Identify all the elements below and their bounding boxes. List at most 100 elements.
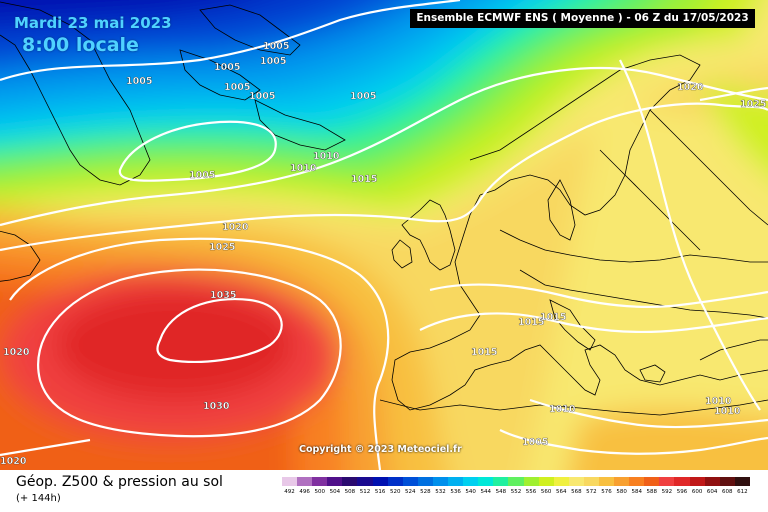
scale-tick-label: 532 [435, 489, 446, 495]
scale-tick-label: 604 [706, 489, 718, 495]
scale-tick-label: 536 [450, 489, 461, 495]
footer: Géop. Z500 & pression au sol (+ 144h) 49… [0, 470, 768, 512]
isobar-label: 1005 [350, 91, 376, 102]
isobar-label: 1025 [740, 99, 766, 110]
isobar-label: 1015 [518, 317, 544, 328]
scale-tick-label: 516 [374, 489, 386, 495]
scale-swatch [417, 477, 433, 486]
scale-tick-label: 612 [737, 489, 748, 495]
scale-swatch [372, 477, 388, 486]
color-scale-bar [282, 477, 750, 486]
scale-tick-label: 520 [389, 489, 401, 495]
scale-swatch [297, 477, 313, 486]
isobar-label: 1020 [3, 347, 30, 358]
scale-tick-label: 500 [314, 489, 325, 495]
scale-swatch [357, 477, 373, 486]
scale-tick-label: 588 [646, 489, 658, 495]
isobar-label: 1030 [203, 401, 230, 412]
scale-tick-label: 504 [329, 489, 341, 495]
scale-swatch [583, 477, 599, 486]
isobar-label: 1015 [351, 174, 377, 185]
scale-swatch [327, 477, 343, 486]
scale-swatch [312, 477, 328, 486]
scale-tick-label: 556 [525, 489, 537, 495]
scale-tick-label: 608 [722, 489, 733, 495]
isobar-labels: 1005 1005 1005 1005 1005 1005 1005 1005 … [0, 41, 767, 467]
isobar-label: 1005 [224, 82, 250, 93]
scale-swatch [342, 477, 358, 486]
scale-swatch [674, 477, 690, 486]
isobar-label: 1020 [677, 82, 704, 93]
isobar-label: 1015 [540, 312, 566, 323]
forecast-date: Mardi 23 mai 2023 [14, 14, 172, 32]
scale-swatch [629, 477, 645, 486]
coastlines [0, 1, 768, 416]
map-canvas: 1005 1005 1005 1005 1005 1005 1005 1005 … [0, 0, 768, 470]
scale-swatch [387, 477, 403, 486]
scale-swatch [719, 477, 735, 486]
isobar-label: 1015 [471, 347, 497, 358]
weather-map: 1005 1005 1005 1005 1005 1005 1005 1005 … [0, 0, 768, 470]
scale-tick-label: 524 [405, 489, 416, 495]
scale-tick-label: 508 [344, 489, 356, 495]
scale-swatch [689, 477, 705, 486]
scale-tick-label: 564 [555, 489, 567, 495]
copyright-notice: Copyright © 2023 Meteociel.fr [299, 444, 462, 455]
scale-tick-label: 576 [601, 489, 612, 495]
isobar-label: 1010 [290, 163, 317, 174]
isobar-label: 1010 [714, 406, 741, 417]
scale-tick-label: 528 [420, 489, 431, 495]
isobar-label: 1025 [209, 242, 235, 253]
scale-tick-label: 496 [299, 489, 310, 495]
scale-tick-label: 540 [465, 489, 476, 495]
geopotential-fill [0, 0, 768, 470]
scale-tick-label: 560 [540, 489, 552, 495]
scale-tick-label: 580 [616, 489, 627, 495]
scale-tick-label: 492 [284, 489, 295, 495]
footer-subtitle: (+ 144h) [16, 493, 61, 504]
scale-swatch [478, 477, 494, 486]
scale-swatch [432, 477, 449, 486]
scale-tick-label: 600 [691, 489, 703, 495]
scale-tick-label: 568 [571, 489, 582, 495]
scale-tick-label: 552 [510, 489, 522, 495]
isobar-label: 1005 [126, 76, 152, 87]
scale-tick-label: 544 [480, 489, 492, 495]
isobar-label: 1005 [189, 170, 215, 181]
isobar-label: 1010 [313, 151, 340, 162]
isobar-label: 1005 [214, 62, 240, 73]
model-run-label: Ensemble ECMWF ENS ( Moyenne ) - 06 Z du… [410, 9, 755, 28]
forecast-time: 8:00 locale [22, 34, 139, 56]
scale-swatch [704, 477, 720, 486]
isobar-label: 1010 [705, 396, 732, 407]
scale-tick-label: 592 [661, 489, 673, 495]
scale-swatch [523, 477, 539, 486]
footer-title: Géop. Z500 & pression au sol [16, 474, 223, 490]
scale-swatch [644, 477, 660, 486]
scale-tick-label: 584 [631, 489, 642, 495]
isobar-label: 1005 [522, 437, 548, 448]
isobar-label: 1005 [260, 56, 286, 67]
scale-swatch [463, 477, 479, 486]
isobar-label: 1010 [549, 404, 576, 415]
scale-swatch [734, 477, 750, 486]
isobar-label: 1020 [222, 222, 249, 233]
isobar-label: 1005 [263, 41, 289, 52]
scale-swatch [553, 477, 569, 486]
scale-tick-label: 596 [676, 489, 688, 495]
scale-swatch [402, 477, 418, 486]
scale-swatch [538, 477, 554, 486]
isobar-label: 1020 [0, 456, 27, 467]
isobar-label: 1035 [210, 290, 236, 301]
scale-tick-label: 512 [359, 489, 371, 495]
scale-tick-label: 572 [586, 489, 597, 495]
isobars [0, 0, 768, 470]
isobar-label: 1005 [249, 91, 275, 102]
scale-swatch [568, 477, 584, 486]
scale-swatch [508, 477, 524, 486]
scale-swatch [614, 477, 630, 486]
scale-swatch [448, 477, 464, 486]
color-scale-ticks: 492 496 500 504 508 512 516 520 524 528 532 536 540 5… [282, 488, 750, 498]
scale-swatch [493, 477, 509, 486]
scale-swatch [659, 477, 675, 486]
